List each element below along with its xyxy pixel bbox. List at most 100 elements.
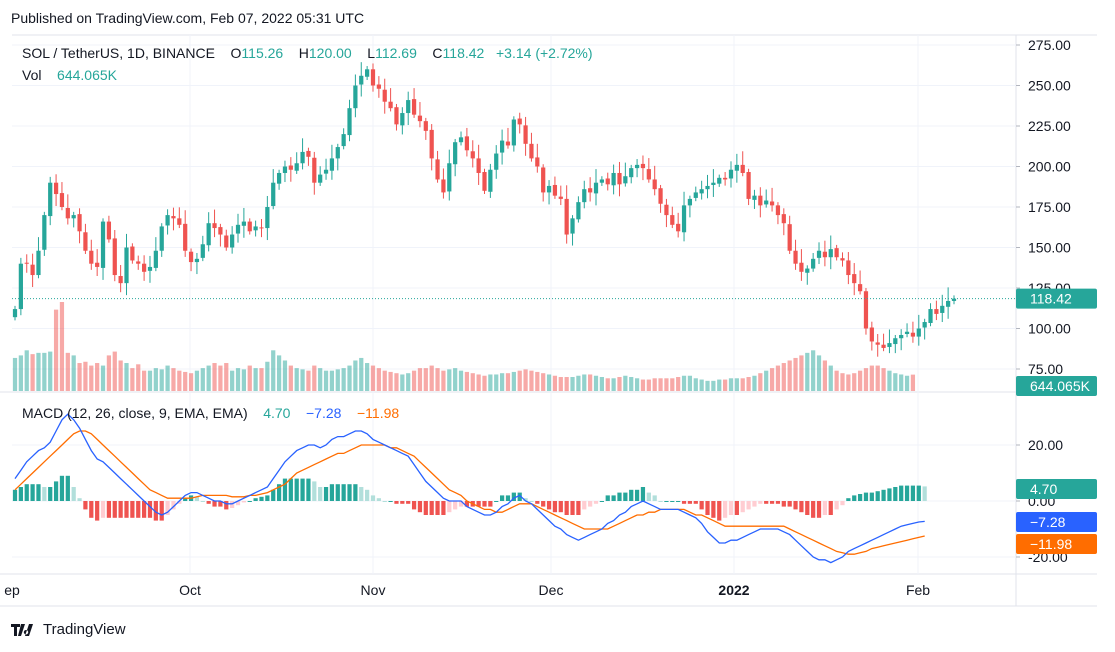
volume-bar	[681, 375, 687, 391]
volume-bar	[629, 377, 634, 391]
volume-bar	[822, 360, 828, 391]
macd-hist-bar	[658, 501, 663, 502]
volume-bar	[194, 370, 200, 391]
macd-hist-bar	[235, 501, 241, 506]
candle-body	[529, 143, 534, 159]
macd-hist-bar	[893, 487, 898, 501]
macd-hist-bar	[341, 484, 346, 501]
candle-body	[141, 263, 147, 272]
last-price-label-box	[1016, 288, 1097, 309]
candle-body	[194, 258, 200, 263]
candle-body	[857, 284, 863, 292]
macd-hist-bar	[523, 498, 528, 501]
volume-bar	[511, 371, 516, 391]
macd-hist-bar	[922, 486, 927, 501]
volume-bar	[464, 371, 470, 391]
macd-hist-bar	[153, 501, 158, 521]
macd-hist-bar	[605, 495, 610, 501]
macd-hist-bar	[423, 501, 428, 515]
candle-body	[705, 185, 710, 190]
volume-bar	[24, 350, 29, 391]
macd-hist-bar	[329, 484, 335, 501]
volume-bar	[646, 379, 651, 391]
volume-bar	[828, 365, 833, 391]
volume-bar	[564, 377, 569, 391]
macd-hist-bar	[48, 487, 53, 501]
macd-hist-bar	[365, 489, 370, 501]
volume-bar	[887, 370, 892, 391]
macd-hist-bar	[406, 501, 411, 504]
vol-label[interactable]: Vol	[22, 67, 42, 83]
volume-bar	[793, 357, 798, 391]
volume-bar	[576, 375, 581, 391]
macd-hist-bar	[300, 478, 305, 501]
macd-hist-bar	[106, 501, 112, 518]
macd-hist-bar	[775, 501, 781, 504]
volume-bar	[165, 365, 170, 391]
signal-line-value: −11.98	[357, 405, 400, 421]
candle-body	[312, 157, 317, 183]
volume-bar	[294, 368, 299, 391]
macd-hist-bar	[159, 501, 164, 521]
macd-line-axis-label-box	[1016, 512, 1097, 532]
macd-hist-bar	[904, 485, 910, 501]
macd-hist-bar	[177, 501, 182, 504]
volume-bar	[42, 352, 47, 391]
macd-hist-bar	[511, 492, 516, 501]
volume-bar	[676, 377, 681, 391]
macd-hist-bar	[335, 484, 340, 501]
volume-bar	[488, 374, 493, 391]
symbol-name[interactable]: SOL / TetherUS, 1D, BINANCE	[22, 45, 215, 61]
candle-body	[12, 309, 18, 318]
macd-hist-bar	[793, 501, 798, 510]
macd-line	[14, 413, 925, 564]
volume-bar	[18, 355, 23, 391]
candle-body	[159, 226, 164, 251]
macd-hist-axis-label-box	[1016, 479, 1097, 499]
macd-hist-bar	[100, 501, 106, 518]
candle-body	[687, 198, 693, 206]
volume-bar	[230, 370, 235, 391]
volume-bar	[640, 379, 646, 391]
volume-bar	[141, 370, 147, 391]
macd-hist-bar	[294, 478, 299, 501]
close-label: C	[432, 45, 443, 61]
macd-hist-bar	[400, 501, 405, 504]
volume-bar	[347, 365, 352, 391]
macd-hist-bar	[611, 495, 616, 501]
volume-bar	[65, 352, 70, 391]
macd-hist-bar	[83, 501, 88, 510]
macd-hist-bar	[376, 498, 381, 501]
macd-hist-bar	[717, 501, 722, 521]
volume-bar	[893, 373, 898, 391]
volume-bar	[247, 365, 252, 391]
macd-hist-bar	[147, 501, 153, 518]
volume-bar	[112, 351, 117, 391]
candle-body	[276, 172, 282, 184]
volume-bar	[423, 368, 428, 391]
candle-body	[523, 125, 528, 144]
macd-hist-bar	[24, 484, 29, 501]
candle-body	[517, 118, 522, 125]
candle-body	[582, 189, 587, 203]
candle-body	[318, 174, 323, 183]
macd-hist-bar	[218, 501, 223, 507]
volume-bar	[106, 355, 112, 391]
volume-bar	[781, 363, 786, 391]
high-value: 120.00	[308, 45, 352, 61]
time-tick-label: Nov	[361, 582, 386, 598]
macd-title[interactable]: MACD (12, 26, close, 9, EMA, EMA)	[22, 405, 248, 421]
macd-hist-bar	[769, 501, 775, 504]
macd-hist-bar	[171, 501, 176, 510]
macd-hist-bar	[482, 501, 487, 507]
candle-body	[171, 216, 176, 219]
macd-hist-bar	[494, 501, 499, 502]
tradingview-logo-icon	[11, 622, 37, 638]
volume-bar	[470, 373, 475, 391]
candle-body	[717, 177, 722, 184]
volume-bar	[276, 355, 282, 391]
volume-value-label: 644.065K	[1030, 378, 1091, 394]
macd-hist-bar	[652, 495, 657, 501]
candle-body	[200, 244, 205, 258]
